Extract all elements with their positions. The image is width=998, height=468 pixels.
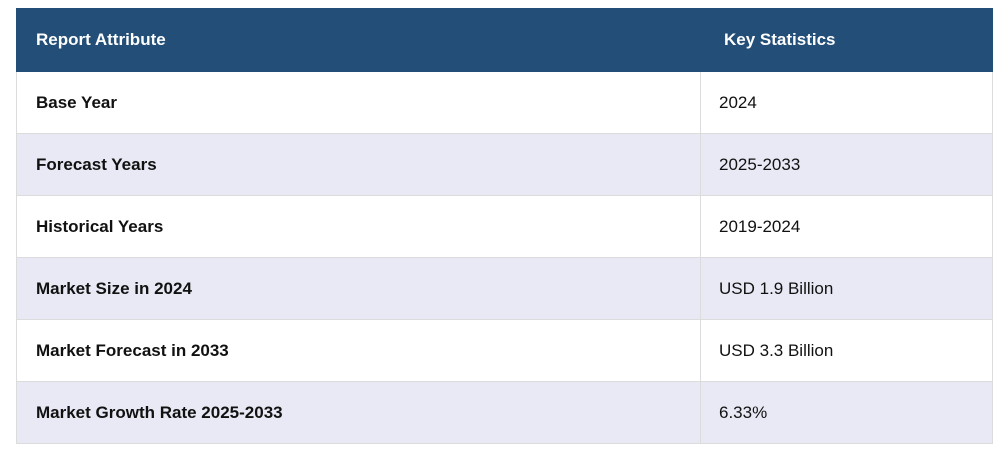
value-cell: 2025-2033 <box>700 133 993 196</box>
attribute-cell: Historical Years <box>16 195 701 258</box>
attribute-cell: Market Growth Rate 2025-2033 <box>16 381 701 444</box>
attribute-cell: Market Forecast in 2033 <box>16 319 701 382</box>
table-row: Base Year 2024 <box>16 71 993 134</box>
header-row: Report Attribute Key Statistics <box>16 8 993 72</box>
table-row: Historical Years 2019-2024 <box>16 195 993 258</box>
header-cell: Report Attribute <box>16 8 701 72</box>
value-cell: 2024 <box>700 71 993 134</box>
value-cell: 2019-2024 <box>700 195 993 258</box>
header-cell: Key Statistics <box>700 8 993 72</box>
table-row: Market Forecast in 2033 USD 3.3 Billion <box>16 319 993 382</box>
attribute-cell: Base Year <box>16 71 701 134</box>
value-cell: USD 1.9 Billion <box>700 257 993 320</box>
attribute-cell: Market Size in 2024 <box>16 257 701 320</box>
table-row: Market Size in 2024 USD 1.9 Billion <box>16 257 993 320</box>
value-cell: 6.33% <box>700 381 993 444</box>
value-cell: USD 3.3 Billion <box>700 319 993 382</box>
table-row: Forecast Years 2025-2033 <box>16 133 993 196</box>
table-row: Market Growth Rate 2025-2033 6.33% <box>16 381 993 444</box>
stats-table: Report Attribute Key Statistics Base Yea… <box>16 8 993 444</box>
attribute-cell: Forecast Years <box>16 133 701 196</box>
